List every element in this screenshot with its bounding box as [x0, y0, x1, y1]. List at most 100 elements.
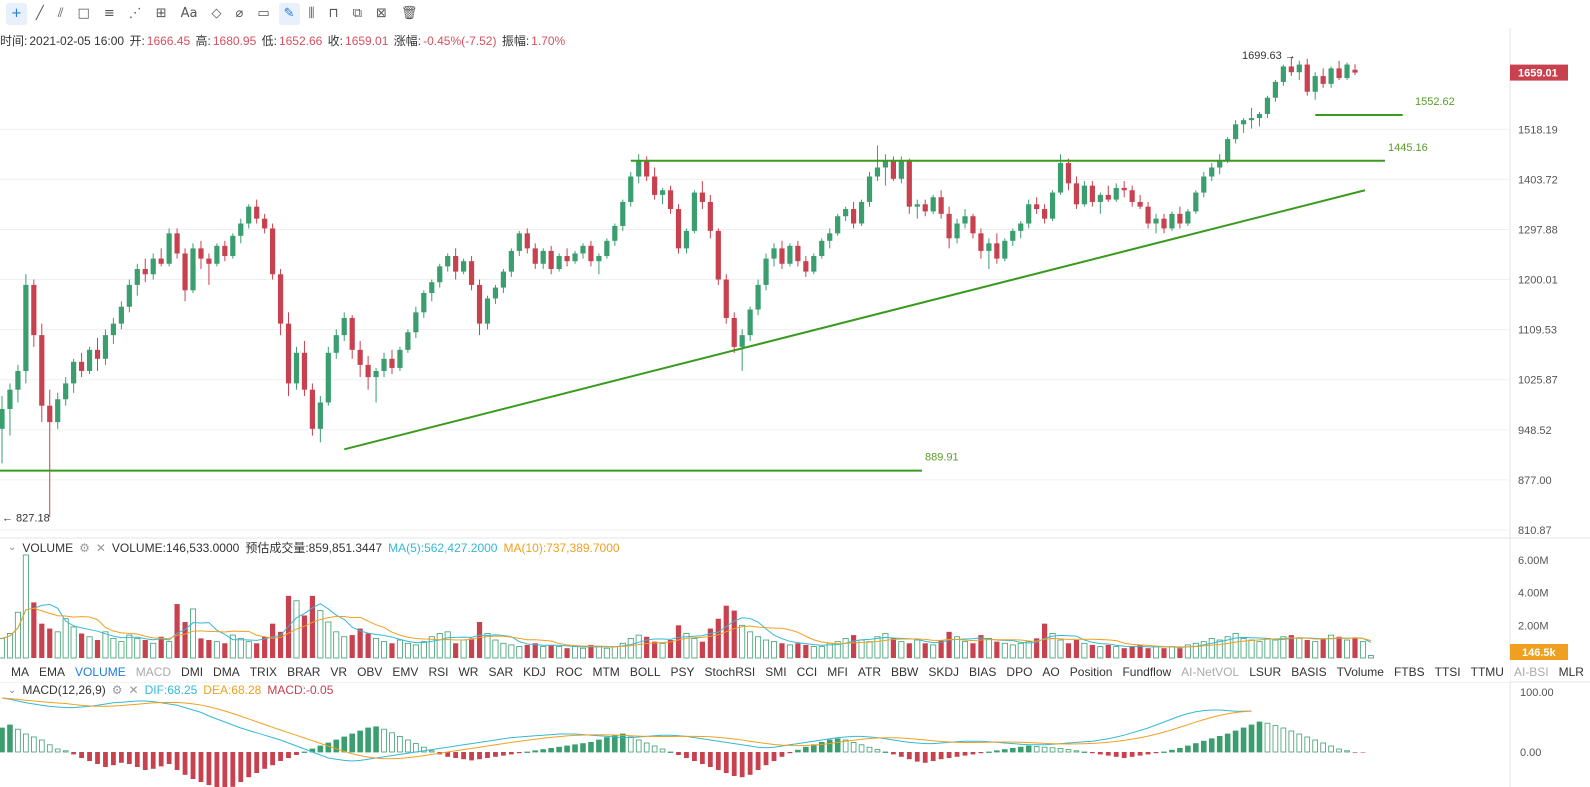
crosshair-icon[interactable]: +	[6, 3, 27, 25]
volume-bar	[70, 626, 77, 659]
hide-icon[interactable]: ⊠	[375, 6, 387, 21]
indicator-tab-stochrsi[interactable]: StochRSI	[704, 665, 756, 679]
macd-settings-icon[interactable]: ⚙	[111, 683, 123, 697]
indicator-tab-smi[interactable]: SMI	[765, 665, 787, 679]
volume-close-icon[interactable]: ✕	[95, 540, 106, 555]
volume-bar	[325, 621, 332, 659]
indicator-tab-sar[interactable]: SAR	[488, 665, 514, 679]
volume-bar	[62, 618, 69, 659]
indicator-tab-bias[interactable]: BIAS	[969, 665, 997, 679]
indicator-tab-trix[interactable]: TRIX	[249, 665, 278, 679]
macd-bar	[118, 752, 124, 763]
indicator-tab-position[interactable]: Position	[1069, 665, 1113, 679]
trendline-icon[interactable]: ╱	[35, 6, 44, 21]
indicator-tab-bbw[interactable]: BBW	[891, 665, 919, 679]
parallel-lines-icon[interactable]: ⫽	[57, 6, 64, 21]
macd-close-icon[interactable]: ✕	[128, 683, 139, 697]
open-label: 开:	[129, 34, 145, 48]
candle-body	[270, 228, 276, 275]
macd-bar	[548, 748, 554, 753]
indicator-tab-mtm[interactable]: MTM	[592, 665, 620, 679]
current-price-tag	[1510, 64, 1568, 81]
ruler-icon[interactable]: ▭	[257, 6, 270, 21]
candle-body	[397, 349, 403, 368]
indicator-tab-atr[interactable]: ATR	[857, 665, 882, 679]
indicator-tab-mfi[interactable]: MFI	[827, 665, 848, 679]
indicator-tab-ai-bsi[interactable]: AI-BSI	[1513, 665, 1549, 679]
indicator-tab-tvolume[interactable]: TVolume	[1336, 665, 1384, 679]
collapse-volume-icon[interactable]: ⌄	[8, 542, 17, 553]
candle-body	[349, 317, 355, 350]
indicator-tab-ao[interactable]: AO	[1042, 665, 1060, 679]
indicator-tab-volume[interactable]: VOLUME	[75, 665, 126, 679]
candle-body	[954, 223, 960, 239]
collapse-macd-icon[interactable]: ⌄	[8, 684, 17, 696]
volume-bar	[842, 637, 849, 659]
macd-bar	[1049, 747, 1056, 753]
indicator-tab-skdj[interactable]: SKDJ	[928, 665, 960, 679]
volume-bar	[341, 636, 348, 659]
horizontal-lines-icon[interactable]: ≡	[103, 6, 115, 21]
macd-bar	[357, 730, 363, 753]
indicator-tab-boll[interactable]: BOLL	[629, 665, 661, 679]
measure-icon[interactable]: ⊞	[155, 6, 167, 21]
indicator-tab-obv[interactable]: OBV	[357, 665, 383, 679]
indicator-tab-macd[interactable]: MACD	[135, 665, 172, 679]
macd-bar	[246, 752, 252, 778]
macd-bar	[938, 752, 944, 760]
indicator-tab-ftbs[interactable]: FTBS	[1393, 665, 1425, 679]
candle-body	[102, 335, 109, 359]
indicator-tab-ai-netvol[interactable]: AI-NetVOL	[1181, 665, 1240, 679]
fib-icon[interactable]: ◇	[211, 6, 222, 21]
candle-body	[453, 256, 459, 272]
price-tick-label: 1109.53	[1518, 325, 1557, 337]
macd-bar	[79, 752, 84, 758]
text-icon[interactable]: Aa	[180, 6, 198, 21]
indicator-tab-mlr[interactable]: MLR	[1558, 665, 1584, 679]
indicator-tab-dpo[interactable]: DPO	[1006, 665, 1033, 679]
volume-ma5-line	[1, 603, 1372, 649]
candle-body	[715, 230, 721, 280]
lock-icon[interactable]: ⊓	[328, 6, 339, 21]
indicator-tab-brar[interactable]: BRAR	[287, 665, 321, 679]
candles-icon[interactable]: ⫼	[308, 6, 315, 21]
indicator-tab-emv[interactable]: EMV	[392, 665, 419, 679]
trash-icon[interactable]: 🗑	[400, 6, 418, 21]
indicator-tab-fundflow[interactable]: Fundflow	[1122, 665, 1172, 679]
indicator-tab-vr[interactable]: VR	[330, 665, 348, 679]
indicator-tab-cci[interactable]: CCI	[796, 665, 818, 679]
candle-body	[0, 408, 5, 429]
macd-bar	[787, 752, 793, 754]
indicator-tab-rsi[interactable]: RSI	[428, 665, 449, 679]
indicator-tab-kdj[interactable]: KDJ	[523, 665, 546, 679]
candle-body	[476, 284, 483, 324]
volume-bar	[293, 600, 300, 659]
time-value: 2021-02-05 16:00	[29, 34, 125, 48]
indicator-tab-ttmu[interactable]: TTMU	[1470, 665, 1504, 679]
layers-icon[interactable]: ⧉	[352, 6, 362, 21]
volume-bar	[970, 643, 976, 658]
macd-bar	[493, 752, 498, 757]
indicator-tab-wr[interactable]: WR	[458, 665, 479, 679]
volume-current-tag	[1510, 644, 1568, 660]
indicator-tab-basis[interactable]: BASIS	[1291, 665, 1327, 679]
volume-settings-icon[interactable]: ⚙	[79, 540, 90, 555]
volume-bar	[1089, 644, 1095, 658]
volume-bar	[404, 642, 411, 659]
pattern-icon[interactable]: ⋰	[128, 6, 142, 21]
rectangle-icon[interactable]: □	[77, 6, 90, 21]
indicator-tab-dmi[interactable]: DMI	[181, 665, 204, 679]
indicator-tab-dma[interactable]: DMA	[213, 665, 240, 679]
volume-bar	[1288, 635, 1294, 658]
candle-body	[222, 245, 228, 257]
indicator-tab-ttsi[interactable]: TTSI	[1434, 665, 1461, 679]
indicator-tab-psy[interactable]: PSY	[670, 665, 695, 679]
pencil-icon[interactable]: ✎	[278, 3, 300, 25]
eraser-icon[interactable]: ⌀	[235, 6, 244, 21]
indicator-tab-lsur[interactable]: LSUR	[1249, 665, 1282, 679]
indicator-tab-ma[interactable]: MA	[11, 665, 29, 679]
candle-body	[461, 261, 467, 272]
indicator-tab-roc[interactable]: ROC	[555, 665, 583, 679]
macd-bar	[898, 752, 904, 757]
indicator-tab-ema[interactable]: EMA	[39, 665, 66, 679]
